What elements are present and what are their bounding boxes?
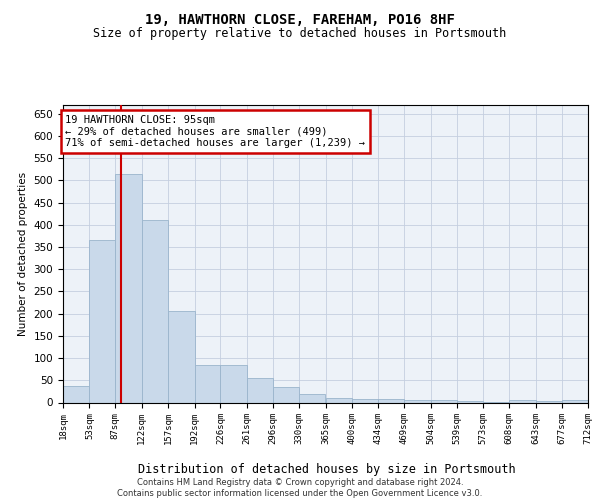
Y-axis label: Number of detached properties: Number of detached properties [18, 172, 28, 336]
Text: Size of property relative to detached houses in Portsmouth: Size of property relative to detached ho… [94, 28, 506, 40]
Bar [194, 365, 220, 403]
Bar [220, 365, 247, 403]
Bar [63, 386, 89, 402]
Text: Distribution of detached houses by size in Portsmouth: Distribution of detached houses by size … [138, 462, 516, 475]
Bar [142, 220, 168, 402]
Bar [115, 174, 142, 402]
Bar [274, 387, 299, 402]
Bar [536, 401, 562, 402]
Text: 19, HAWTHORN CLOSE, FAREHAM, PO16 8HF: 19, HAWTHORN CLOSE, FAREHAM, PO16 8HF [145, 12, 455, 26]
Bar [247, 378, 274, 402]
Bar [299, 394, 325, 402]
Bar [89, 240, 115, 402]
Bar [509, 400, 536, 402]
Bar [377, 400, 404, 402]
Bar [404, 400, 431, 402]
Bar [431, 400, 457, 402]
Bar [562, 400, 588, 402]
Text: Contains HM Land Registry data © Crown copyright and database right 2024.
Contai: Contains HM Land Registry data © Crown c… [118, 478, 482, 498]
Bar [457, 401, 483, 402]
Text: 19 HAWTHORN CLOSE: 95sqm
← 29% of detached houses are smaller (499)
71% of semi-: 19 HAWTHORN CLOSE: 95sqm ← 29% of detach… [65, 115, 365, 148]
Bar [352, 400, 377, 402]
Bar [168, 312, 194, 402]
Bar [325, 398, 352, 402]
